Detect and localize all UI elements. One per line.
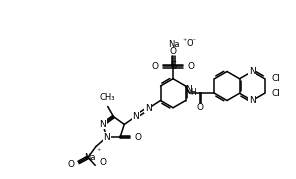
Text: N: N [104,133,110,142]
Text: N: N [249,96,255,105]
Text: N: N [145,104,152,113]
Text: O: O [187,62,194,71]
Text: O: O [186,39,193,48]
Text: O: O [197,103,203,112]
Text: S: S [170,61,176,71]
Text: N: N [185,85,192,94]
Text: CH₃: CH₃ [100,93,115,102]
Text: ⁺: ⁺ [182,37,186,46]
Text: Cl: Cl [272,74,281,83]
Text: N: N [249,67,255,76]
Text: O: O [134,133,141,142]
Text: ⁺: ⁺ [96,147,100,156]
Text: H: H [191,88,197,97]
Text: Na: Na [84,153,96,162]
Text: ⁻: ⁻ [191,36,195,45]
Text: N: N [133,112,139,121]
Text: O: O [67,160,75,169]
Text: O: O [170,47,176,56]
Text: O: O [152,62,159,71]
Text: N: N [99,120,106,129]
Text: Na: Na [168,40,180,49]
Text: O: O [99,158,106,167]
Text: Cl: Cl [272,89,281,98]
